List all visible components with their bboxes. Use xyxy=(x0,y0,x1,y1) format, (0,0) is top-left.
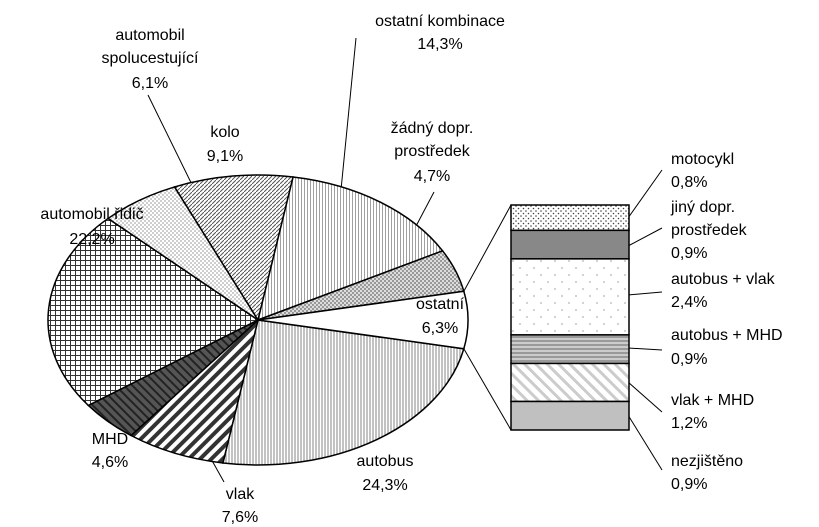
pie-slice xyxy=(173,174,295,322)
value-label: 14,3% xyxy=(417,36,463,53)
value-label: 7,6% xyxy=(221,509,259,526)
category-label: automobil řidič xyxy=(40,206,144,223)
bar-value-label: 0,8% xyxy=(671,174,708,191)
category-label: kolo xyxy=(210,124,240,141)
pie-slice xyxy=(129,317,260,464)
connector-line xyxy=(463,204,512,292)
value-label: 6,1% xyxy=(131,75,169,92)
bar-category-label: autobus + MHD xyxy=(671,327,783,344)
pie-slice xyxy=(257,290,469,350)
leader-line xyxy=(627,291,663,296)
bar-segment xyxy=(510,229,630,260)
leader-line xyxy=(339,37,357,201)
bar-category-label: jiný dopr. prostředek xyxy=(671,199,747,239)
pie-slice xyxy=(47,217,260,407)
leader-line xyxy=(627,414,663,471)
bar-segment xyxy=(510,400,630,431)
bar-segment xyxy=(510,362,630,403)
value-label: 24,3% xyxy=(362,477,408,494)
leader-line xyxy=(627,347,663,351)
bar-value-label: 0,9% xyxy=(671,245,708,262)
value-label: 22,2% xyxy=(69,231,115,248)
category-label: ostatní xyxy=(415,296,465,313)
category-label: ostatní kombinace xyxy=(375,13,505,30)
leader-line xyxy=(627,227,663,247)
bar-value-label: 2,4% xyxy=(671,294,708,311)
bar-category-label: nezjištěno xyxy=(671,453,744,470)
bar-segment xyxy=(510,258,630,336)
category-label: MHD xyxy=(91,431,129,448)
category-label: žádný dopr. prostředek xyxy=(390,120,474,160)
bar-category-label: autobus + vlak xyxy=(671,271,775,288)
bar-value-label: 0,9% xyxy=(671,476,708,493)
leader-line xyxy=(627,381,663,413)
pie-slice xyxy=(256,176,444,322)
bar-segment xyxy=(510,204,630,232)
bar-category-label: motocykl xyxy=(671,151,735,168)
leader-line xyxy=(627,169,663,219)
value-label: 6,3% xyxy=(421,320,459,337)
connector-line xyxy=(463,348,512,431)
value-label: 9,1% xyxy=(206,148,244,165)
value-label: 4,7% xyxy=(413,168,451,185)
bar-category-label: vlak + MHD xyxy=(671,392,755,409)
bar-value-label: 1,2% xyxy=(671,415,708,432)
category-label: autobus xyxy=(356,453,414,470)
value-label: 4,6% xyxy=(91,454,129,471)
bar-value-label: 0,9% xyxy=(671,351,708,368)
bar-segment xyxy=(510,334,630,365)
category-label: automobil spolucestující xyxy=(101,27,199,67)
pie-slice xyxy=(221,319,465,466)
category-label: vlak xyxy=(225,486,255,503)
